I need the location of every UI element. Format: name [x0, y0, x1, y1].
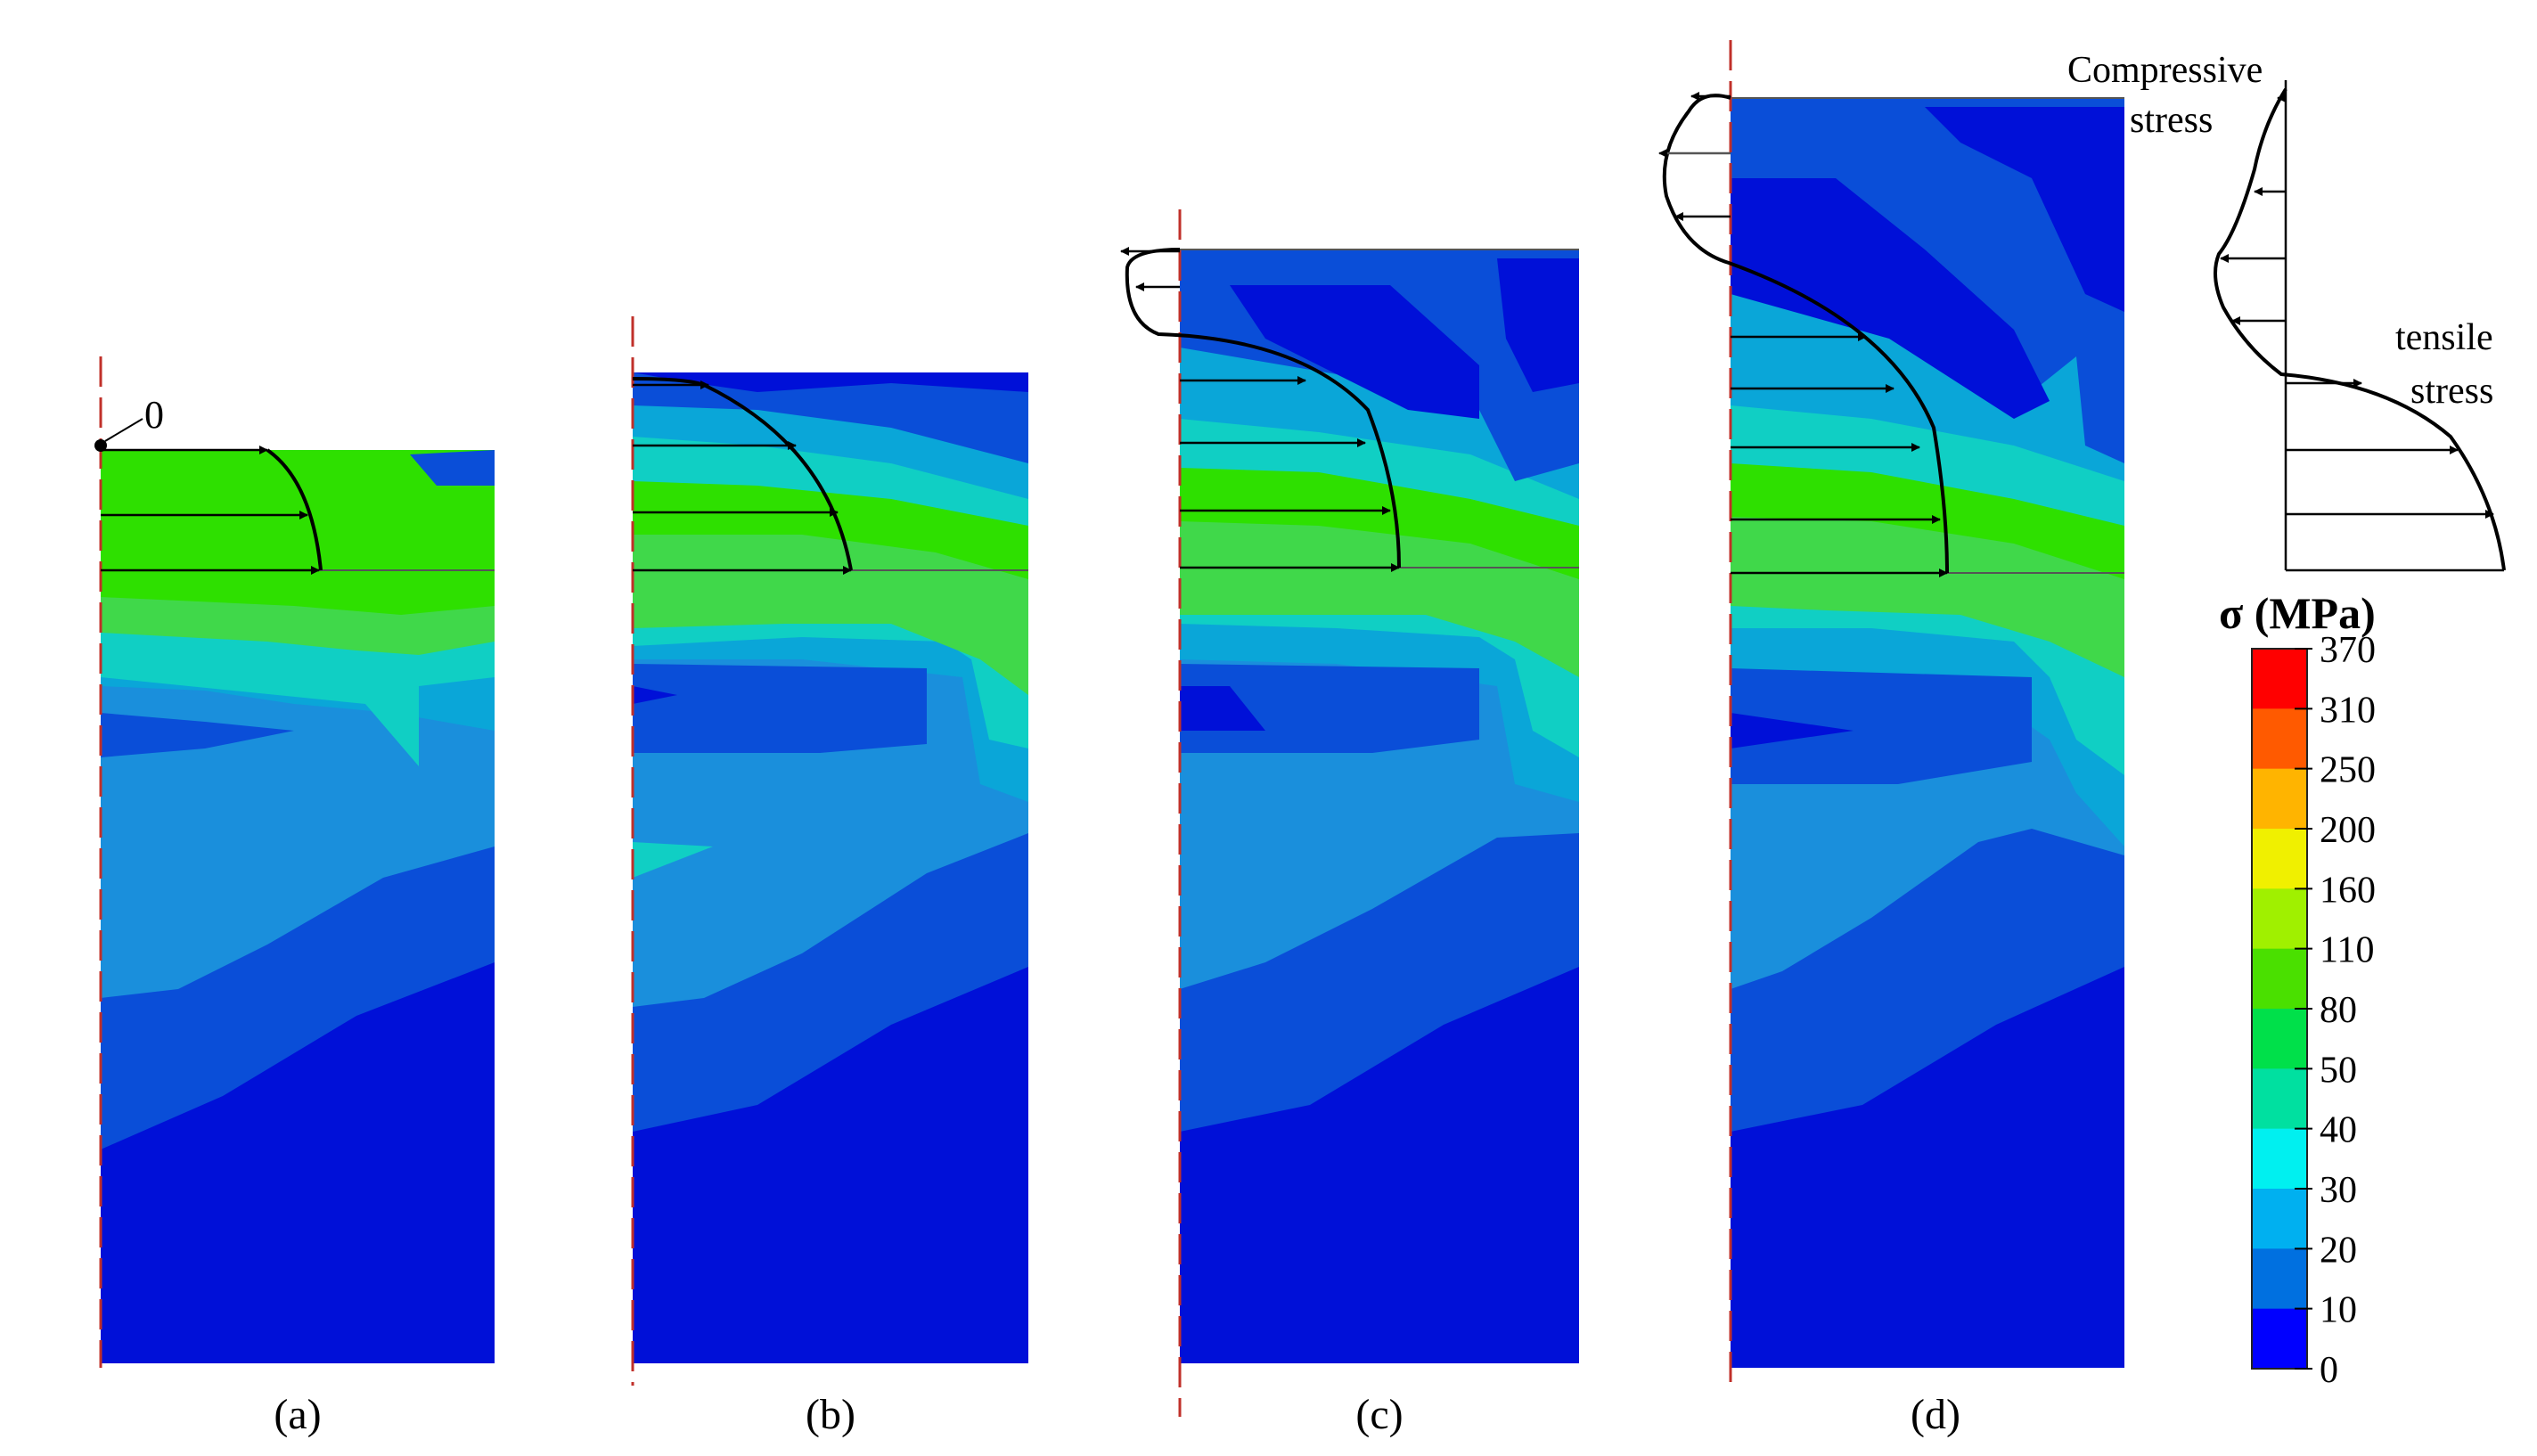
- panel-d-pocket: [1731, 668, 2032, 784]
- panel-c-corner-deep: [1497, 258, 1579, 392]
- legend-tick-label: 250: [2320, 750, 2376, 791]
- legend-tick-label: 40: [2320, 1110, 2357, 1151]
- legend-swatch-11: [2252, 1308, 2307, 1370]
- legend-swatch-0: [2252, 649, 2307, 709]
- legend-tick-label: 310: [2320, 690, 2376, 731]
- legend-tick-label: 160: [2320, 870, 2376, 911]
- panel-d: (d): [1658, 40, 2124, 1438]
- panel-a-origin-label: 0: [144, 393, 164, 437]
- panel-b-band-top-deep: [633, 372, 1028, 392]
- legend-tick-label: 110: [2320, 930, 2374, 971]
- legend-swatch-3: [2252, 829, 2307, 889]
- panel-d-wedge-deep: [1731, 178, 2050, 419]
- legend-swatches: [2252, 649, 2307, 1370]
- panel-a-label: (a): [274, 1391, 321, 1438]
- legend-tick-label: 0: [2320, 1350, 2338, 1391]
- schematic-curve: [2214, 87, 2506, 571]
- panel-d-pocket-deep: [1731, 713, 1854, 748]
- panel-b-pocket-deep: [633, 686, 677, 704]
- panel-c-stress-curve: [1125, 248, 1401, 568]
- legend-swatch-5: [2252, 948, 2307, 1010]
- legend-swatch-9: [2252, 1189, 2307, 1249]
- legend-swatch-10: [2252, 1248, 2307, 1310]
- legend-swatch-4: [2252, 888, 2307, 950]
- compressive-label-line1: Compressive: [2067, 50, 2263, 91]
- panel-b-band-top-blue: [633, 372, 1028, 463]
- legend-swatch-2: [2252, 768, 2307, 830]
- legend-title: σ (MPa): [2219, 588, 2376, 638]
- panel-a-band-green: [101, 450, 495, 615]
- legend-tick-label: 50: [2320, 1050, 2357, 1091]
- legend-swatch-8: [2252, 1128, 2307, 1190]
- panel-c-wedge-deep: [1230, 285, 1479, 419]
- legend-tick-label: 30: [2320, 1170, 2357, 1211]
- panel-a: 0 (a): [94, 356, 495, 1438]
- legend-ticks: 370 310 250 200 160 110 80 50 40 30 20 10 0: [2295, 630, 2376, 1391]
- legend-tick-label: 370: [2320, 630, 2376, 671]
- panel-a-top-blue: [410, 450, 495, 486]
- compressive-label-line2: stress: [2130, 100, 2213, 141]
- stress-schematic: Compressive stress tensile stress: [2067, 50, 2506, 572]
- panel-a-pocket: [101, 713, 294, 757]
- panel-d-corner-deep: [1925, 107, 2124, 312]
- panel-d-stress-curve: [1662, 94, 1949, 574]
- legend-swatch-1: [2252, 708, 2307, 770]
- panel-c: (c): [1120, 209, 1579, 1438]
- panel-b-pocket: [633, 664, 927, 753]
- panel-a-origin-dot: [94, 439, 107, 452]
- colorbar-legend: σ (MPa) 370 310 250 200 160 110 80 50 40 30 20 10 0: [2219, 588, 2376, 1391]
- panel-a-origin-leader: [104, 418, 143, 442]
- panel-a-stress-curve: [266, 448, 323, 571]
- legend-swatch-7: [2252, 1068, 2307, 1130]
- legend-tick-label: 200: [2320, 810, 2376, 851]
- panel-b-label: (b): [806, 1391, 855, 1438]
- panel-d-label: (d): [1911, 1391, 1960, 1438]
- panel-c-pocket-deep: [1180, 686, 1265, 731]
- legend-tick-label: 20: [2320, 1230, 2357, 1271]
- panel-b: (b): [631, 316, 1028, 1438]
- legend-tick-label: 10: [2320, 1290, 2357, 1331]
- tensile-label-line1: tensile: [2395, 317, 2493, 358]
- panel-b-side-teal: [633, 842, 713, 878]
- tensile-label-line2: stress: [2410, 371, 2493, 412]
- panel-c-label: (c): [1355, 1391, 1403, 1438]
- legend-swatch-6: [2252, 1009, 2307, 1069]
- legend-tick-label: 80: [2320, 990, 2357, 1031]
